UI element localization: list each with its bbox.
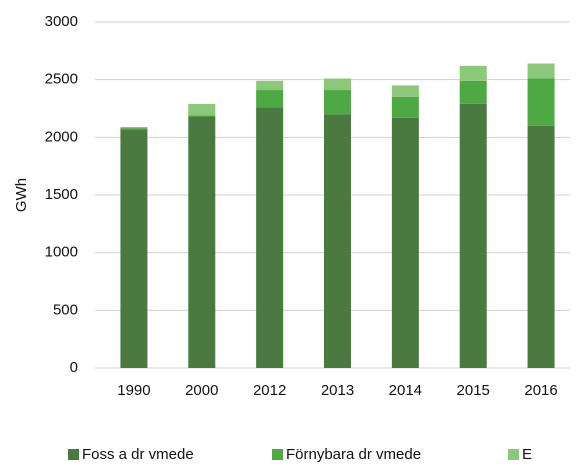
x-tick-label: 2012 xyxy=(253,382,286,399)
bar-segment xyxy=(188,103,216,116)
x-tick-label: 2015 xyxy=(457,382,490,399)
bar-segment xyxy=(459,80,487,104)
bar-segment xyxy=(324,114,351,369)
bar-segment xyxy=(256,107,284,368)
x-tick-label: 2000 xyxy=(185,382,218,399)
y-tick-label: 500 xyxy=(53,301,78,318)
y-tick-label: 1500 xyxy=(45,186,78,203)
y-tick-label: 3000 xyxy=(45,13,78,30)
y-tick-label: 1000 xyxy=(45,244,78,261)
bar-segment xyxy=(188,116,216,368)
legend-swatch xyxy=(508,449,519,460)
x-tick-label: 2016 xyxy=(524,382,557,399)
bar-segment xyxy=(256,80,284,91)
bar-segment xyxy=(324,78,351,91)
bar-segment xyxy=(120,128,148,130)
x-tick-label: 1990 xyxy=(117,382,150,399)
bar-segment xyxy=(324,90,351,115)
y-axis-label: GWh xyxy=(13,178,30,212)
bar-segment xyxy=(527,63,555,79)
bar-segment xyxy=(459,103,487,369)
x-tick-label: 2014 xyxy=(389,382,422,399)
bar-segment xyxy=(391,96,419,118)
bar-segment xyxy=(527,125,555,368)
legend-swatch xyxy=(272,449,283,460)
legend-label: Foss a dr vmede xyxy=(82,446,194,463)
y-tick-label: 0 xyxy=(70,359,78,376)
x-tick-label: 2013 xyxy=(321,382,354,399)
bar-segment xyxy=(391,117,419,368)
legend-label: Förnybara dr vmede xyxy=(286,446,421,463)
bar-segment xyxy=(120,126,148,129)
bar-segment xyxy=(120,129,148,368)
y-tick-label: 2500 xyxy=(45,71,78,88)
legend-swatch xyxy=(68,449,79,460)
bar-segment xyxy=(188,115,216,117)
legend-label: E xyxy=(522,446,532,463)
bar-segment xyxy=(527,78,555,126)
bar-segment xyxy=(256,90,284,108)
y-tick-label: 2000 xyxy=(45,128,78,145)
bar-segment xyxy=(459,65,487,81)
bar-segment xyxy=(391,85,419,97)
